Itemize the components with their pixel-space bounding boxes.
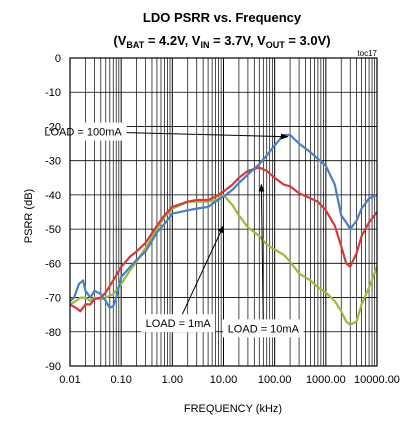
y-tick-label: -30 bbox=[45, 156, 61, 168]
annotation-box bbox=[141, 314, 216, 333]
annotation-label: LOAD = 100mA bbox=[44, 127, 122, 139]
subtitle-open: (V bbox=[113, 33, 126, 48]
annotation-arrow bbox=[181, 224, 224, 315]
figure-ref: toc17 bbox=[357, 49, 377, 58]
y-tick-label: 0 bbox=[55, 53, 61, 65]
x-tick-label: 10000.00 bbox=[354, 374, 400, 386]
x-tick-label: 1.00 bbox=[162, 374, 183, 386]
subtitle-bat-sub: BAT bbox=[126, 40, 144, 50]
y-tick-label: -50 bbox=[45, 224, 61, 236]
series-lines bbox=[69, 133, 379, 326]
x-tick-label: 1000.00 bbox=[306, 374, 346, 386]
y-tick-label: -90 bbox=[45, 361, 61, 373]
x-axis-label: FREQUENCY (kHz) bbox=[184, 403, 282, 415]
annotation-box bbox=[223, 319, 304, 338]
axes: 0.01 0.10 1.00 10.00 100.00 1000.00 10000.00 0 -… bbox=[45, 53, 400, 386]
chart-subtitle: (VBAT = 4.2V, VIN = 3.7V, VOUT = 3.0V) bbox=[113, 33, 330, 50]
y-axis-label: PSRR (dB) bbox=[23, 189, 35, 243]
y-tick-label: -40 bbox=[45, 190, 61, 202]
annotation: LOAD = 1mA bbox=[141, 224, 224, 333]
y-tick-label: -80 bbox=[45, 327, 61, 339]
annotation-label: LOAD = 1mA bbox=[146, 318, 212, 330]
series-line bbox=[69, 166, 378, 313]
x-tick-label: 0.10 bbox=[110, 374, 131, 386]
x-tick-label: 10.00 bbox=[210, 374, 238, 386]
y-tick-label: -60 bbox=[45, 258, 61, 270]
y-tick-label: -70 bbox=[45, 293, 61, 305]
x-tick-label: 100.00 bbox=[258, 374, 292, 386]
subtitle-out-val: = 3.0V) bbox=[285, 33, 331, 48]
subtitle-out-sub: OUT bbox=[266, 40, 286, 50]
annotation-arrow bbox=[126, 132, 289, 140]
subtitle-bat-val: = 4.2V, V bbox=[144, 33, 201, 48]
annotation-box bbox=[39, 122, 127, 141]
y-tick-label: -10 bbox=[45, 87, 61, 99]
annotation-arrow bbox=[258, 183, 265, 320]
plot-frame bbox=[69, 57, 378, 367]
annotations: LOAD = 100mA LOAD = 1mA LOAD = 10mA bbox=[39, 122, 304, 338]
annotation-label: LOAD = 10mA bbox=[228, 323, 300, 335]
y-tick-label: -20 bbox=[45, 121, 61, 133]
subtitle-in-sub: IN bbox=[200, 40, 209, 50]
x-tick-label: 0.01 bbox=[59, 374, 80, 386]
subtitle-in-val: = 3.7V, V bbox=[209, 33, 266, 48]
chart-title: LDO PSRR vs. Frequency bbox=[143, 10, 302, 25]
series-line bbox=[69, 133, 378, 309]
annotation: LOAD = 10mA bbox=[223, 183, 304, 338]
annotation: LOAD = 100mA bbox=[39, 122, 289, 141]
